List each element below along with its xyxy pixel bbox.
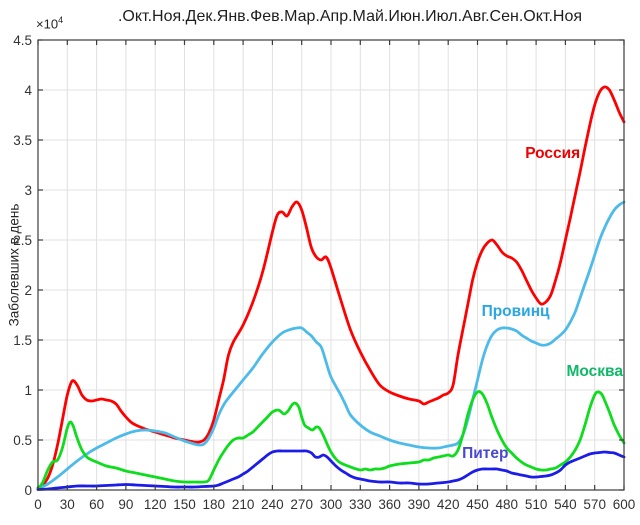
- y-tick-label: 1.5: [13, 333, 32, 348]
- x-tick-label: 450: [466, 497, 489, 512]
- series-label-moscow: Москва: [566, 363, 623, 380]
- x-tick-label: 210: [232, 497, 255, 512]
- x-tick-label: 300: [320, 497, 343, 512]
- y-exponent-power: 4: [58, 15, 64, 25]
- x-tick-label: 330: [349, 497, 372, 512]
- series-province-line: [36, 200, 626, 491]
- x-tick-label: 150: [173, 497, 196, 512]
- y-tick-label: 3: [24, 183, 32, 198]
- x-tick-label: 270: [290, 497, 313, 512]
- x-tick-label: 420: [437, 497, 460, 512]
- x-tick-label: 30: [60, 497, 75, 512]
- x-tick-label: 0: [34, 497, 42, 512]
- y-tick-label: 0: [24, 483, 32, 498]
- series-label-piter: Питер: [462, 445, 508, 462]
- y-tick-label: 1: [24, 383, 32, 398]
- x-tick-label: 90: [118, 497, 133, 512]
- y-tick-label: 0.5: [13, 433, 32, 448]
- x-tick-label: 240: [261, 497, 284, 512]
- y-tick-label: 2.5: [13, 233, 32, 248]
- y-exponent-prefix: ×10: [36, 16, 59, 32]
- y-tick-label: 2: [24, 283, 32, 298]
- y-tick-label: 3.5: [13, 133, 32, 148]
- x-tick-label: 390: [408, 497, 431, 512]
- series-moscow-line: [36, 390, 626, 491]
- series-label-russia: Россия: [525, 145, 580, 162]
- x-tick-label: 360: [378, 497, 401, 512]
- y-tick-label: 4.5: [13, 33, 32, 48]
- y-tick-label: 4: [24, 83, 32, 98]
- x-tick-label: 600: [613, 497, 636, 512]
- y-axis-exponent: ×104: [36, 15, 63, 31]
- x-tick-label: 120: [144, 497, 167, 512]
- x-tick-label: 570: [583, 497, 606, 512]
- x-tick-label: 180: [203, 497, 226, 512]
- series-russia-line: [36, 85, 626, 490]
- x-tick-label: 480: [496, 497, 519, 512]
- series-label-province: Провинц: [482, 303, 550, 320]
- chart-title: .Окт.Ноя.Дек.Янв.Фев.Мар.Апр.Май.Июн.Июл…: [117, 8, 583, 25]
- x-tick-label: 540: [554, 497, 577, 512]
- series-piter-line: [36, 449, 626, 491]
- x-tick-label: 510: [525, 497, 548, 512]
- x-tick-label: 60: [89, 497, 104, 512]
